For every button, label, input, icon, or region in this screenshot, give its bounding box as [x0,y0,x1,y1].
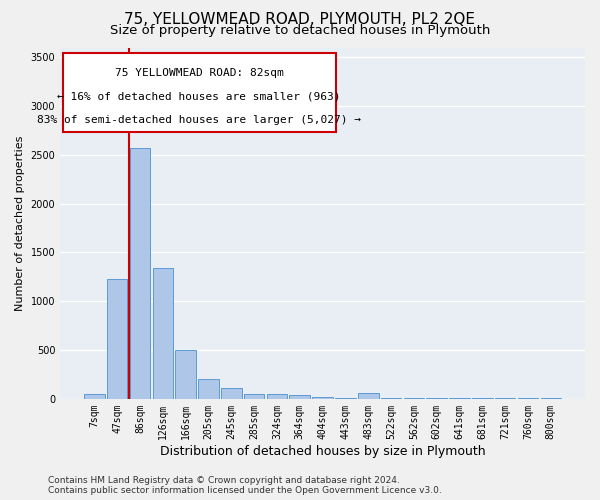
Text: 75, YELLOWMEAD ROAD, PLYMOUTH, PL2 2QE: 75, YELLOWMEAD ROAD, PLYMOUTH, PL2 2QE [125,12,476,28]
Y-axis label: Number of detached properties: Number of detached properties [15,136,25,311]
Bar [266,394,287,399]
Bar [358,394,379,399]
Bar [175,350,196,399]
Text: 75 YELLOWMEAD ROAD: 82sqm: 75 YELLOWMEAD ROAD: 82sqm [115,68,284,78]
Bar [335,398,356,399]
Bar [130,148,150,399]
Bar [244,394,265,399]
Text: Contains public sector information licensed under the Open Government Licence v3: Contains public sector information licen… [48,486,442,495]
Bar [198,380,219,399]
Bar [152,268,173,399]
Bar [107,279,127,399]
FancyBboxPatch shape [63,53,336,132]
Bar [84,394,104,399]
Text: ← 16% of detached houses are smaller (963): ← 16% of detached houses are smaller (96… [58,91,341,101]
Bar [289,395,310,399]
Text: Contains HM Land Registry data © Crown copyright and database right 2024.: Contains HM Land Registry data © Crown c… [48,476,400,485]
Bar [313,398,333,399]
X-axis label: Distribution of detached houses by size in Plymouth: Distribution of detached houses by size … [160,444,485,458]
Bar [221,388,242,399]
Text: 83% of semi-detached houses are larger (5,027) →: 83% of semi-detached houses are larger (… [37,115,361,125]
Text: Size of property relative to detached houses in Plymouth: Size of property relative to detached ho… [110,24,490,37]
